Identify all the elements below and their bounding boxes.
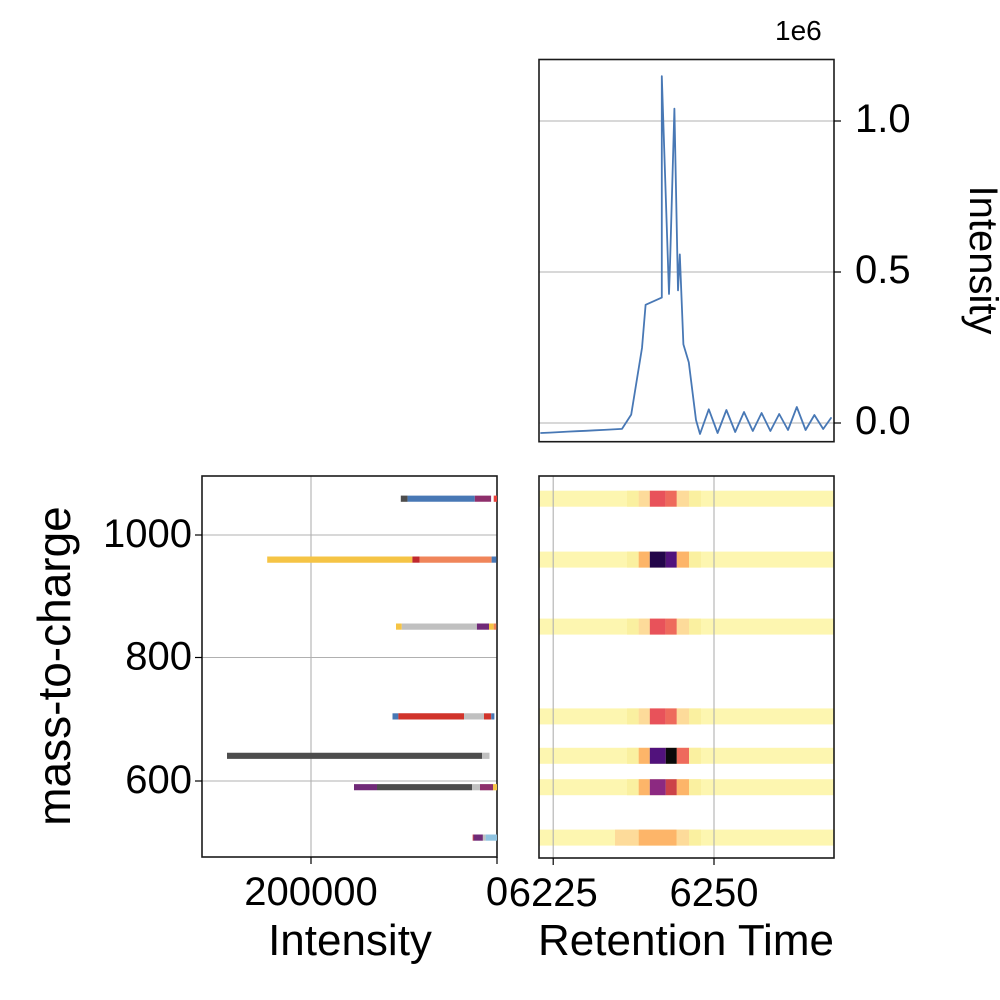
svg-text:6225: 6225	[509, 871, 598, 915]
svg-text:Intensity: Intensity	[268, 916, 432, 965]
svg-text:Intensity: Intensity	[961, 186, 1000, 335]
svg-text:1000: 1000	[103, 512, 192, 556]
svg-text:600: 600	[125, 758, 192, 802]
svg-text:Retention Time: Retention Time	[538, 916, 834, 965]
svg-text:200000: 200000	[244, 870, 377, 914]
svg-text:1.0: 1.0	[855, 97, 911, 141]
svg-text:0.0: 0.0	[855, 399, 911, 443]
svg-text:800: 800	[125, 635, 192, 679]
svg-text:6250: 6250	[670, 871, 759, 915]
svg-text:mass-to-charge: mass-to-charge	[28, 506, 80, 826]
svg-text:1e6: 1e6	[775, 15, 822, 46]
svg-text:0.5: 0.5	[855, 248, 911, 292]
svg-text:0: 0	[486, 870, 508, 914]
